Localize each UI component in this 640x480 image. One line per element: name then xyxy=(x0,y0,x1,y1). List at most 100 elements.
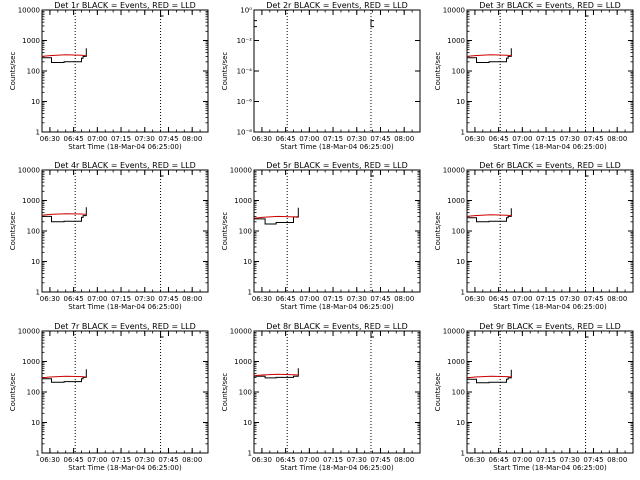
x-tick-label: 07:15 xyxy=(323,135,343,143)
y-tick-label: 10⁻² xyxy=(237,37,253,45)
x-tick-label: 07:00 xyxy=(87,135,107,143)
y-tick-label: 100 xyxy=(239,389,252,397)
x-tick-label: 08:00 xyxy=(607,135,627,143)
interval-bracket-marker-start xyxy=(253,20,257,28)
x-tick-label: 07:45 xyxy=(370,456,390,464)
x-tick-label: 06:45 xyxy=(276,456,296,464)
chart-title: Det 1r BLACK = Events, RED = LLD xyxy=(54,1,196,10)
plot-frame xyxy=(466,9,634,133)
x-tick-label: 07:00 xyxy=(512,135,532,143)
x-tick-label: 06:45 xyxy=(276,135,296,143)
y-tick-label: 10 xyxy=(456,98,465,106)
x-axis-label: Start Time (18-Mar-04 06:25:00) xyxy=(68,143,182,151)
y-axis-label: Counts/sec xyxy=(221,212,229,251)
y-tick-label: 10000 xyxy=(18,328,40,336)
events-rate-line xyxy=(42,207,87,223)
plot-frame xyxy=(41,9,209,133)
y-tick-label: 10000 xyxy=(18,167,40,175)
y-tick-label: 10000 xyxy=(230,328,252,336)
y-tick-label: 100 xyxy=(239,228,252,236)
plot-frame xyxy=(41,330,209,454)
y-tick-label: 100 xyxy=(27,389,40,397)
x-axis-label: Start Time (18-Mar-04 06:25:00) xyxy=(280,303,394,311)
x-tick-label: 07:00 xyxy=(87,456,107,464)
chart-panel-2: Det 2r BLACK = Events, RED = LLD 10⁻⁸ 10⁻⁶… xyxy=(221,1,421,151)
chart-title: Det 4r BLACK = Events, RED = LLD xyxy=(54,161,196,170)
y-axis-label: Counts/sec xyxy=(434,212,442,251)
x-tick-label: 06:30 xyxy=(252,456,272,464)
x-tick-label: 07:45 xyxy=(158,295,178,303)
y-tick-label: 1 xyxy=(36,450,40,458)
chart-title: Det 9r BLACK = Events, RED = LLD xyxy=(479,322,621,331)
lld-rate-line xyxy=(41,375,87,379)
y-tick-label: 1 xyxy=(461,129,465,137)
x-tick-label: 08:00 xyxy=(394,135,414,143)
events-rate-line xyxy=(254,207,299,225)
plot-frame xyxy=(253,9,421,133)
chart-panel-4: Det 4r BLACK = Events, RED = LLD 1 10 100 10… xyxy=(9,161,209,311)
y-tick-label: 1000 xyxy=(447,358,465,366)
y-tick-label: 10⁻⁸ xyxy=(237,129,253,137)
x-tick-label: 07:15 xyxy=(323,295,343,303)
x-axis-label: Start Time (18-Mar-04 06:25:00) xyxy=(68,303,182,311)
x-tick-label: 07:30 xyxy=(560,295,580,303)
y-tick-label: 10 xyxy=(243,258,252,266)
interval-bracket-marker xyxy=(370,20,374,28)
y-tick-label: 10 xyxy=(243,419,252,427)
lld-rate-line xyxy=(466,54,512,57)
x-tick-label: 07:45 xyxy=(158,135,178,143)
x-tick-label: 07:15 xyxy=(536,135,556,143)
y-tick-label: 1 xyxy=(36,129,40,137)
y-tick-label: 1000 xyxy=(447,197,465,205)
x-tick-label: 06:30 xyxy=(40,135,60,143)
x-tick-label: 07:15 xyxy=(111,135,131,143)
chart-panel-6: Det 6r BLACK = Events, RED = LLD 1 10 100 10… xyxy=(434,161,634,311)
x-tick-label: 07:45 xyxy=(583,135,603,143)
chart-panel-9: Det 9r BLACK = Events, RED = LLD 1 10 100 10… xyxy=(434,322,634,472)
y-tick-label: 10000 xyxy=(18,7,40,15)
events-rate-line xyxy=(467,48,512,63)
y-tick-label: 10⁰ xyxy=(240,7,252,15)
x-tick-label: 07:30 xyxy=(347,295,367,303)
chart-panel-1: Det 1r BLACK = Events, RED = LLD 1 10 100 10… xyxy=(9,1,209,151)
y-tick-label: 1000 xyxy=(234,358,252,366)
lld-rate-line xyxy=(466,375,512,379)
y-axis-label: Counts/sec xyxy=(221,52,229,91)
x-tick-label: 07:30 xyxy=(560,135,580,143)
y-tick-label: 1 xyxy=(248,289,252,297)
y-tick-label: 10⁻⁴ xyxy=(237,68,253,76)
plot-frame xyxy=(466,330,634,454)
y-tick-label: 10 xyxy=(456,258,465,266)
x-tick-label: 07:45 xyxy=(158,456,178,464)
lld-rate-line xyxy=(253,215,299,219)
x-tick-label: 07:45 xyxy=(370,295,390,303)
y-axis-label: Counts/sec xyxy=(9,373,17,412)
lld-rate-line xyxy=(41,54,87,57)
interval-bracket-marker xyxy=(585,169,589,177)
plot-frame xyxy=(253,330,421,454)
y-tick-label: 1000 xyxy=(447,37,465,45)
y-tick-label: 1000 xyxy=(22,358,40,366)
y-tick-label: 100 xyxy=(27,68,40,76)
y-tick-label: 1 xyxy=(248,450,252,458)
y-axis-label: Counts/sec xyxy=(9,52,17,91)
chart-panel-3: Det 3r BLACK = Events, RED = LLD 1 10 100 10… xyxy=(434,1,634,151)
y-axis-label: Counts/sec xyxy=(9,212,17,251)
y-tick-label: 10 xyxy=(31,258,40,266)
x-tick-label: 06:30 xyxy=(252,295,272,303)
y-tick-label: 100 xyxy=(452,389,465,397)
interval-bracket-marker xyxy=(585,330,589,338)
events-rate-line xyxy=(467,208,512,223)
x-tick-label: 07:15 xyxy=(111,295,131,303)
y-tick-label: 10000 xyxy=(443,167,465,175)
y-tick-label: 100 xyxy=(452,68,465,76)
plot-frame xyxy=(253,169,421,293)
y-tick-label: 10 xyxy=(456,419,465,427)
x-tick-label: 08:00 xyxy=(182,135,202,143)
x-tick-label: 07:15 xyxy=(536,456,556,464)
plot-frame xyxy=(41,169,209,293)
x-tick-label: 08:00 xyxy=(607,295,627,303)
x-tick-label: 06:30 xyxy=(465,456,485,464)
x-tick-label: 07:30 xyxy=(560,456,580,464)
x-tick-label: 06:45 xyxy=(489,456,509,464)
